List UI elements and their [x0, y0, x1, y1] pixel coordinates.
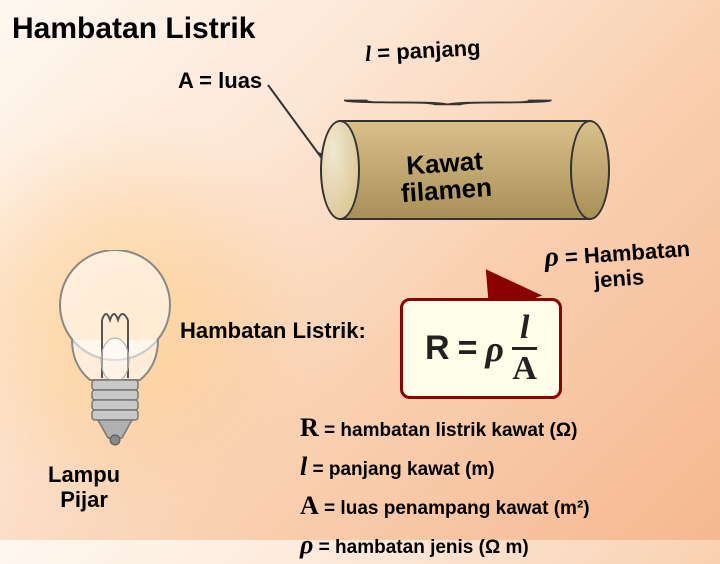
area-label-text: A = luas: [178, 68, 262, 93]
resistivity-label: ρ = Hambatan jenis: [543, 233, 692, 296]
formula-numerator: l: [512, 311, 537, 350]
def-sym-rho: ρ: [300, 530, 313, 559]
filament-label: Kawat filamen: [398, 147, 493, 208]
length-label: l = panjang: [364, 35, 481, 67]
def-sym-a: A: [300, 491, 319, 520]
def-text-rho: = hambatan jenis (Ω m): [313, 537, 528, 558]
def-text-a: = luas penampang kawat (m²): [319, 498, 590, 519]
formula-eq: =: [458, 329, 478, 368]
formula-box: R = ρ l A: [400, 298, 562, 399]
definition-row: l = panjang kawat (m): [300, 447, 590, 486]
formula-fraction: l A: [512, 311, 537, 386]
definition-row: ρ = hambatan jenis (Ω m): [300, 525, 590, 564]
bulb-label-line2: Pijar: [48, 487, 120, 512]
def-text-r: = hambatan listrik kawat (Ω): [319, 420, 578, 441]
definition-row: R = hambatan listrik kawat (Ω): [300, 408, 590, 447]
length-text: = panjang: [371, 35, 482, 66]
area-label: A = luas: [178, 68, 262, 94]
def-sym-r: R: [300, 413, 319, 442]
light-bulb-icon: [50, 250, 180, 460]
bulb-label: Lampu Pijar: [48, 462, 120, 513]
definitions-list: R = hambatan listrik kawat (Ω) l = panja…: [300, 408, 590, 564]
formula-r: R: [425, 329, 450, 368]
definition-row: A = luas penampang kawat (m²): [300, 486, 590, 525]
bulb-label-line1: Lampu: [48, 462, 120, 487]
page-title: Hambatan Listrik: [12, 12, 255, 46]
cylinder-left-end: [320, 120, 360, 220]
formula-rho: ρ: [485, 328, 504, 370]
filament-label-line2: filamen: [400, 174, 493, 208]
formula-label: Hambatan Listrik:: [180, 318, 366, 344]
length-brace: ⏟: [340, 76, 556, 104]
formula-denominator: A: [512, 350, 537, 386]
def-text-l: = panjang kawat (m): [307, 459, 494, 480]
cylinder-right-end: [570, 120, 610, 220]
